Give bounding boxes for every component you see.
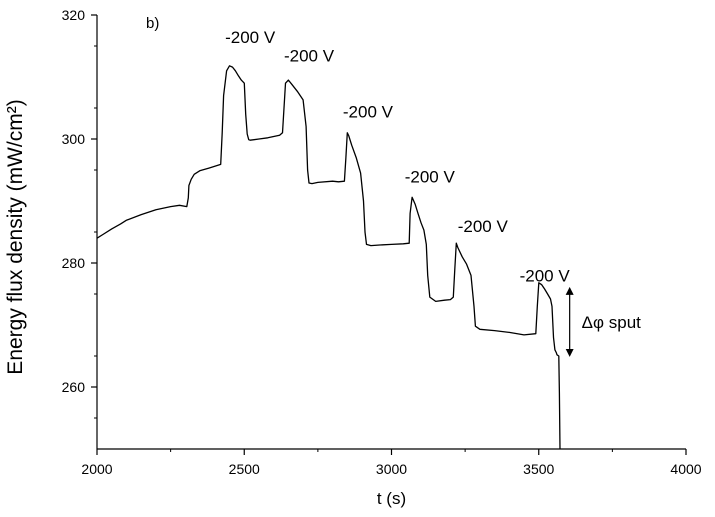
y-tick-label: 280 — [62, 255, 86, 271]
voltage-annotation: -200 V — [343, 102, 394, 121]
voltage-annotation: -200 V — [225, 28, 276, 47]
annotation-layer: -200 V -200 V -200 V -200 V -200 V -200 V — [225, 28, 574, 357]
y-tick-label: 260 — [62, 379, 86, 395]
y-axis-title: Energy flux density (mW/cm²) — [4, 99, 27, 374]
y-tick-label: 300 — [62, 131, 86, 147]
ticks: 2000 2500 3000 3500 4000 260 280 300 320 — [62, 7, 702, 477]
voltage-annotation: -200 V — [458, 217, 509, 236]
voltage-annotation: -200 V — [405, 167, 456, 186]
series-line — [96, 65, 561, 450]
x-tick-label: 2000 — [81, 461, 112, 477]
voltage-annotation: -200 V — [284, 47, 335, 66]
x-tick-label: 4000 — [670, 461, 701, 477]
series-layer — [96, 65, 561, 450]
x-tick-label: 2500 — [229, 461, 260, 477]
delta-phi-sput-label: Δφ sput — [582, 313, 642, 332]
voltage-annotation: -200 V — [520, 267, 571, 286]
x-axis-title: t (s) — [377, 489, 406, 508]
x-tick-label: 3000 — [376, 461, 407, 477]
panel-label: b) — [146, 15, 159, 32]
y-tick-label: 320 — [62, 7, 86, 23]
x-tick-label: 3500 — [523, 461, 554, 477]
axes — [96, 15, 686, 450]
